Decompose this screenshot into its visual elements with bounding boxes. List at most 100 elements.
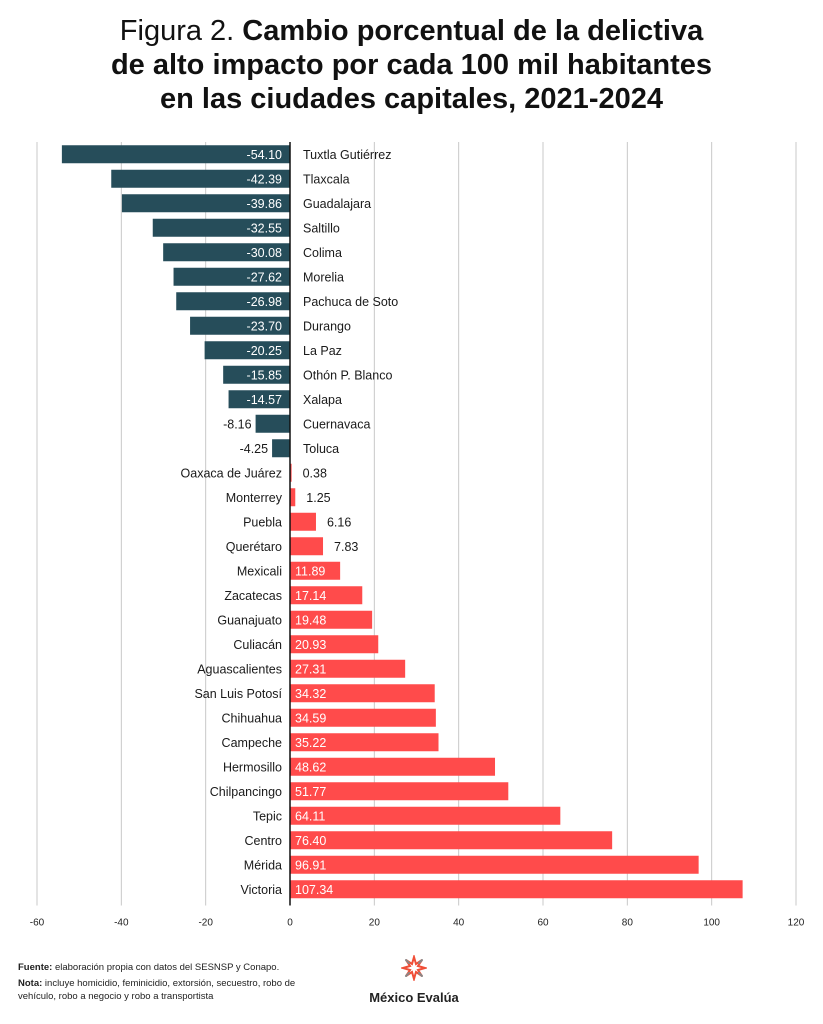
bar xyxy=(190,316,290,335)
data-label: 96.91 xyxy=(295,858,326,872)
data-label: -27.62 xyxy=(247,270,282,284)
title-prefix: Figura 2. xyxy=(119,15,235,47)
category-label: Puebla xyxy=(243,515,282,529)
category-label: Morelia xyxy=(303,270,344,284)
data-label: -14.57 xyxy=(247,393,282,407)
data-label: 34.32 xyxy=(295,687,326,701)
data-label: -39.86 xyxy=(247,197,282,211)
bar xyxy=(121,194,290,213)
method-note: Nota: incluye homicidio, feminicidio, ex… xyxy=(18,978,296,1002)
bar xyxy=(272,439,290,458)
bar xyxy=(290,733,439,752)
bar xyxy=(255,414,290,433)
bar xyxy=(290,782,509,801)
bar xyxy=(290,463,292,482)
star-burst-icon xyxy=(399,953,429,983)
data-label: 27.31 xyxy=(295,662,326,676)
category-label: Saltillo xyxy=(303,221,340,235)
data-label: 76.40 xyxy=(295,834,326,848)
bar xyxy=(290,561,341,580)
data-label: -26.98 xyxy=(247,295,282,309)
category-label: Tuxtla Gutiérrez xyxy=(303,148,391,162)
x-tick-label: 40 xyxy=(453,918,465,929)
category-label: Tepic xyxy=(253,809,282,823)
x-tick-label: 20 xyxy=(369,918,381,929)
category-label: Mexicali xyxy=(237,564,282,578)
bar xyxy=(228,390,290,409)
x-tick-label: 100 xyxy=(703,918,720,929)
title-line3: en las ciudades capitales, 2021-2024 xyxy=(160,83,663,115)
bar-chart: -54.10 Tuxtla Gutiérrez -42.39 Tlaxcala -39.… xyxy=(30,142,805,929)
data-label: 107.34 xyxy=(295,883,333,897)
x-tick-label: 0 xyxy=(287,918,293,929)
data-label: -32.55 xyxy=(247,221,282,235)
bar xyxy=(176,292,290,311)
bar xyxy=(204,341,290,360)
bar xyxy=(61,145,291,164)
category-label: Xalapa xyxy=(303,393,342,407)
x-tick-label: -40 xyxy=(114,918,129,929)
category-label: Othón P. Blanco xyxy=(303,368,392,382)
bar xyxy=(173,267,290,286)
data-label: 0.38 xyxy=(303,466,327,480)
category-label: Mérida xyxy=(244,858,282,872)
data-label: 48.62 xyxy=(295,760,326,774)
data-label: 19.48 xyxy=(295,613,326,627)
data-label: 1.25 xyxy=(306,491,330,505)
bar xyxy=(290,512,316,531)
data-label: 20.93 xyxy=(295,638,326,652)
category-label: Culiacán xyxy=(233,638,282,652)
bar xyxy=(290,635,379,654)
bar xyxy=(290,880,743,899)
category-label: Aguascalientes xyxy=(197,662,282,676)
data-label: 6.16 xyxy=(327,515,351,529)
data-label: -20.25 xyxy=(247,344,282,358)
category-label: Chilpancingo xyxy=(210,785,282,799)
category-label: Campeche xyxy=(222,736,282,750)
bar xyxy=(290,806,561,825)
x-tick-label: -20 xyxy=(198,918,213,929)
category-label: Colima xyxy=(303,246,342,260)
title-line2: de alto impacto por cada 100 mil habitan… xyxy=(110,49,713,81)
footer-notes: Fuente: elaboración propia con datos del… xyxy=(18,961,318,1003)
category-label: Victoria xyxy=(241,883,283,897)
category-label: Centro xyxy=(244,834,282,848)
category-label: La Paz xyxy=(303,344,342,358)
data-label: 17.14 xyxy=(295,589,326,603)
data-label: -54.10 xyxy=(247,148,282,162)
bar xyxy=(290,586,363,605)
data-label: -23.70 xyxy=(247,319,282,333)
data-label: 35.22 xyxy=(295,736,326,750)
mexico-evalua-logo: México Evalúa xyxy=(368,953,460,1005)
bar xyxy=(290,831,613,850)
category-label: Chihuahua xyxy=(222,711,283,725)
data-label: -8.16 xyxy=(223,417,252,431)
bar xyxy=(290,610,373,629)
data-label: -15.85 xyxy=(247,368,282,382)
x-tick-label: 80 xyxy=(622,918,634,929)
bar xyxy=(223,365,290,384)
logo-text: México Evalúa xyxy=(369,990,459,1005)
category-label: Oaxaca de Juárez xyxy=(181,466,282,480)
category-label: Monterrey xyxy=(226,491,283,505)
bar xyxy=(290,659,406,678)
category-label: Guanajuato xyxy=(217,613,282,627)
bar xyxy=(290,757,496,776)
bar xyxy=(163,243,290,262)
x-tick-label: 120 xyxy=(788,918,805,929)
data-label: -30.08 xyxy=(247,246,282,260)
source-note: Fuente: elaboración propia con datos del… xyxy=(18,962,280,973)
data-label: 64.11 xyxy=(295,809,325,823)
bar xyxy=(152,218,290,237)
gridlines xyxy=(36,142,797,906)
data-label: 51.77 xyxy=(295,785,326,799)
x-tick-label: 60 xyxy=(537,918,549,929)
category-label: Durango xyxy=(303,319,351,333)
bar xyxy=(290,855,699,874)
data-label: -4.25 xyxy=(240,442,269,456)
x-tick-label: -60 xyxy=(30,918,45,929)
data-label: 7.83 xyxy=(334,540,358,554)
category-label: Toluca xyxy=(303,442,339,456)
x-axis: -60 -40 -20 0 20 40 60 80 100 120 xyxy=(30,142,805,929)
data-label: -42.39 xyxy=(247,172,282,186)
